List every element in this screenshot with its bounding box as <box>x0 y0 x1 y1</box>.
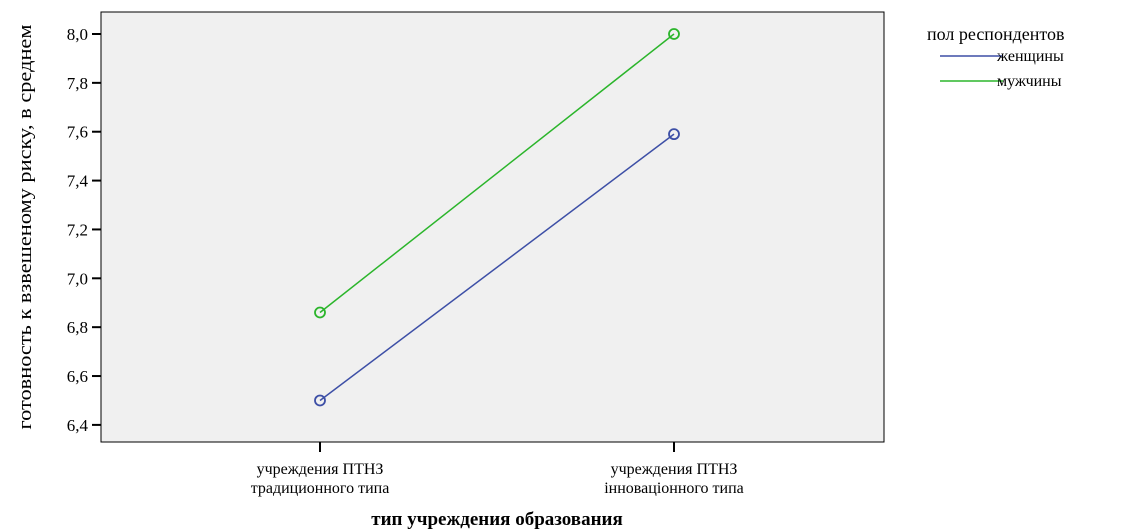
x-tick-label: учреждения ПТНЗ <box>257 461 384 478</box>
y-tick-label: 7,4 <box>67 172 89 191</box>
legend-title: пол респондентов <box>927 24 1064 44</box>
y-tick-label: 7,8 <box>67 74 88 93</box>
series-line <box>319 133 675 402</box>
x-tick-label: учреждения ПТНЗ <box>611 461 738 478</box>
y-tick-label: 7,2 <box>67 220 88 239</box>
data-point <box>314 306 326 319</box>
x-axis: учреждения ПТНЗ традиционного типа учрежде… <box>251 442 744 497</box>
x-axis-title: тип учреждения образования <box>371 509 623 530</box>
series-line <box>319 33 675 314</box>
y-tick-label: 7,0 <box>67 269 88 288</box>
y-tick-label: 6,6 <box>67 367 88 386</box>
x-tick-label: інноваціонного типа <box>604 480 744 497</box>
legend: пол респондентов женщины мужчины <box>927 24 1064 90</box>
y-tick-label: 6,8 <box>67 318 88 337</box>
y-axis: 6,4 6,6 6,8 7,0 7,2 7,4 7,6 7,8 8,0 <box>67 25 101 435</box>
y-tick-label: 7,6 <box>67 123 88 142</box>
data-point <box>314 394 326 407</box>
data-point <box>668 128 680 141</box>
plot-area <box>100 11 885 443</box>
legend-label: женщины <box>996 48 1064 65</box>
x-tick-label: традиционного типа <box>251 480 390 497</box>
legend-label: мужчины <box>997 73 1062 90</box>
data-point <box>668 28 680 40</box>
y-tick-label: 8,0 <box>67 25 88 44</box>
y-tick-label: 6,4 <box>67 416 89 435</box>
series-layer <box>314 28 680 407</box>
y-axis-title: готовность к взвешеному риску, в среднем <box>15 25 36 430</box>
